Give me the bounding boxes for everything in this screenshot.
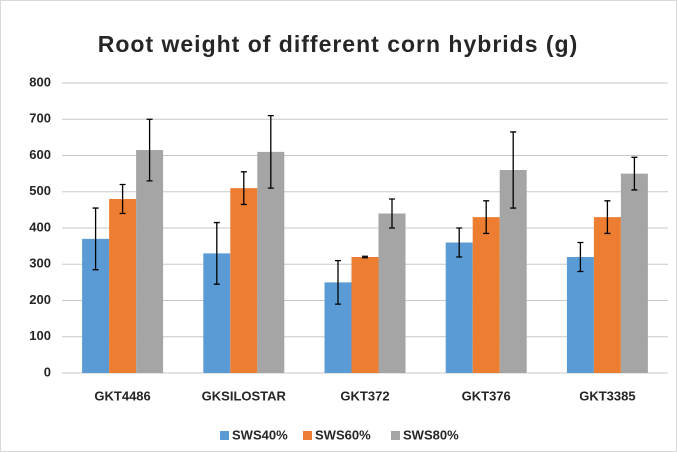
- bar: [230, 188, 258, 373]
- error-bar: [456, 227, 463, 258]
- error-bar: [362, 255, 368, 259]
- y-tick-label: 100: [29, 328, 51, 343]
- bar: [566, 257, 594, 373]
- error-bar: [240, 171, 247, 206]
- x-tick-label: GKT376: [462, 388, 511, 403]
- y-tick-label: 400: [29, 219, 51, 234]
- y-tick-label: 300: [29, 256, 51, 271]
- bar: [136, 150, 164, 373]
- y-tick-label: 0: [44, 364, 51, 379]
- y-tick-label: 500: [29, 183, 51, 198]
- error-bar: [267, 114, 274, 189]
- y-tick-label: 600: [29, 147, 51, 162]
- bar: [109, 199, 137, 373]
- error-bar: [631, 156, 638, 191]
- legend-swatch: [391, 431, 400, 440]
- x-tick-label: GKT372: [340, 388, 389, 403]
- error-bar: [146, 118, 153, 182]
- y-tick-label: 800: [29, 74, 51, 89]
- x-tick-label: GKT4486: [94, 388, 150, 403]
- error-bar: [604, 200, 611, 235]
- x-tick-label: GKT3385: [579, 388, 635, 403]
- bar: [472, 217, 500, 373]
- y-tick-label: 700: [29, 111, 51, 126]
- error-bar: [510, 131, 517, 209]
- error-bar: [483, 200, 490, 235]
- legend-swatch: [220, 431, 229, 440]
- error-bar: [577, 241, 584, 273]
- error-bar: [92, 207, 99, 271]
- bar: [620, 173, 648, 373]
- bar: [593, 217, 621, 373]
- bar: [351, 257, 379, 373]
- chart-title: Root weight of different corn hybrids (g…: [98, 31, 579, 57]
- error-bar: [389, 198, 395, 229]
- bar: [378, 213, 406, 373]
- error-bar: [335, 259, 341, 305]
- error-bar: [119, 183, 126, 215]
- legend-swatch: [303, 431, 312, 440]
- legend-label: SWS80%: [403, 427, 459, 442]
- legend-label: SWS40%: [232, 427, 288, 442]
- error-bar: [213, 221, 220, 285]
- bar: [445, 242, 473, 373]
- y-tick-label: 200: [29, 292, 51, 307]
- x-tick-label: GKSILOSTAR: [202, 388, 287, 403]
- legend-label: SWS60%: [315, 427, 371, 442]
